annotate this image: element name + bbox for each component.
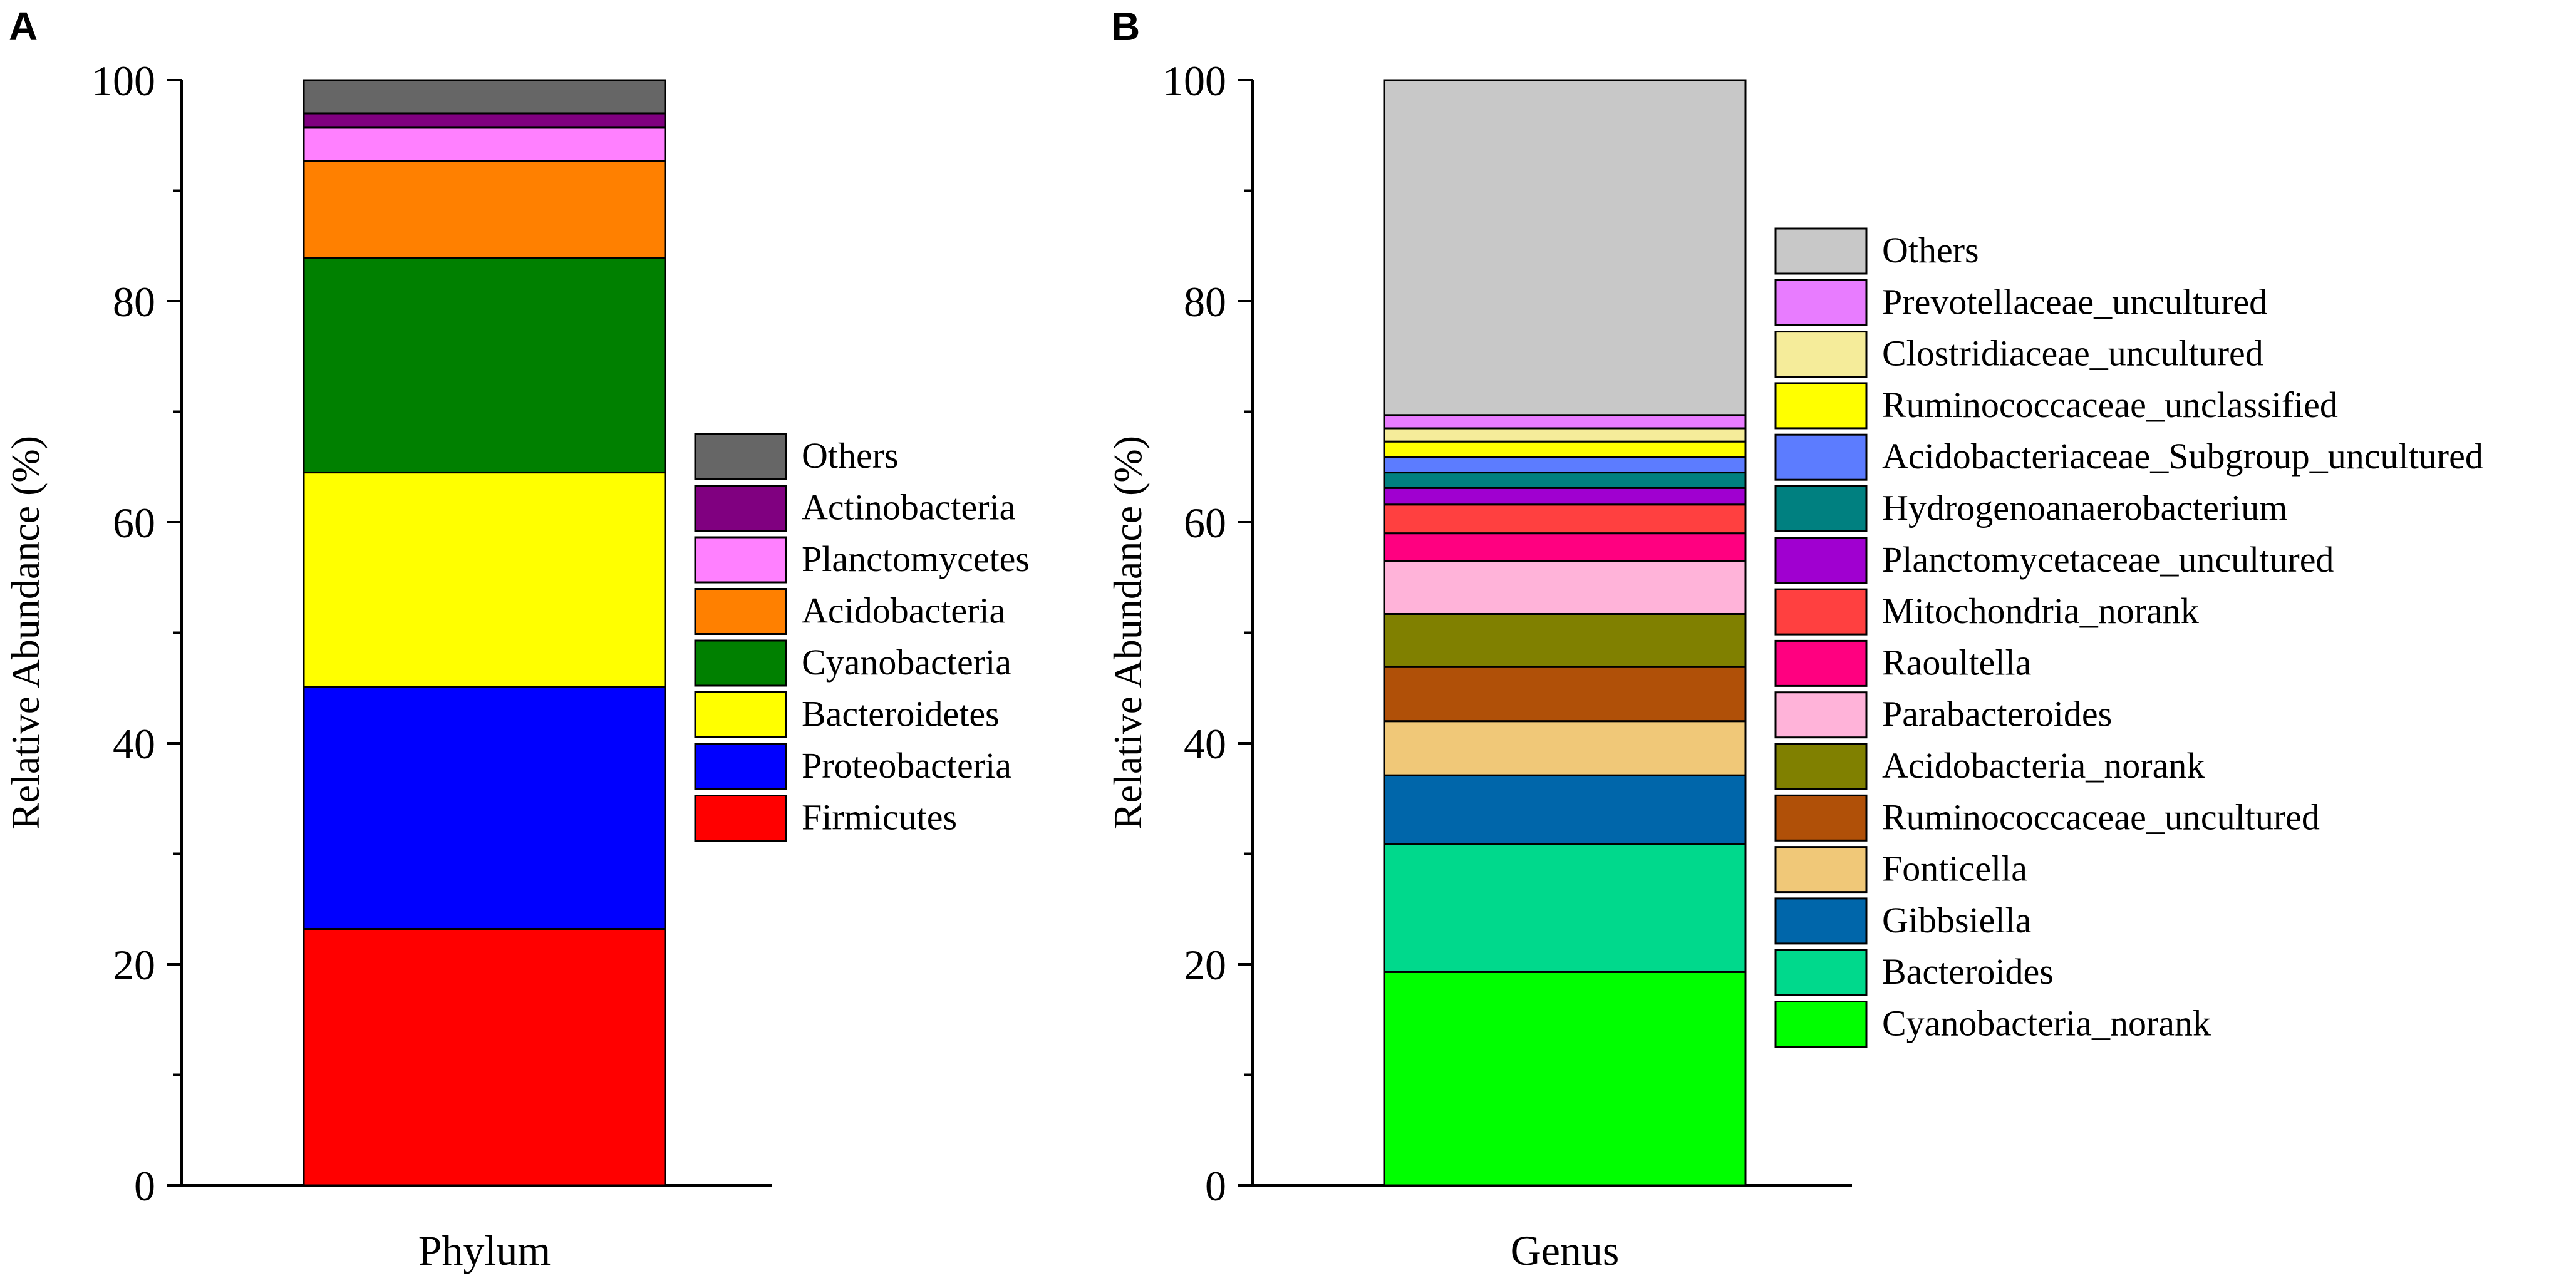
bar-segment-acidobacteria-norank <box>1383 612 1747 668</box>
y-tick-label: 40 <box>113 720 155 768</box>
bar-segment-fonticella <box>1383 720 1747 776</box>
legend-label: Cyanobacteria_norank <box>1882 1003 2211 1044</box>
y-tick-label: 80 <box>1184 278 1226 326</box>
bar-segment-bacteroides <box>1383 843 1747 973</box>
legend-swatch <box>694 433 787 480</box>
legend-swatch <box>1774 743 1868 790</box>
legend-label: Bacteroidetes <box>802 694 1000 734</box>
x-category-label: Genus <box>1511 1227 1620 1274</box>
legend-label: Acidobacteriaceae_Subgroup_uncultured <box>1882 436 2483 477</box>
legend-label: Planctomycetaceae_uncultured <box>1882 539 2334 580</box>
legend-label: Cyanobacteria <box>802 642 1011 683</box>
legend-swatch <box>694 536 787 584</box>
legend-swatch <box>1774 639 1868 687</box>
chart-panel-a: A 0 20 40 60 80 100 Relative Abundance (%) Phylu… <box>3 4 1030 1274</box>
y-tick-label: 20 <box>113 941 155 989</box>
legend-swatch <box>694 588 787 635</box>
bar-segment-others <box>303 79 666 115</box>
legend-swatch <box>1774 691 1868 739</box>
legend-label: Raoultella <box>1882 642 2031 683</box>
legend-label: Hydrogenoanaerobacterium <box>1882 488 2287 528</box>
legend-label: Ruminococcaceae_unclassified <box>1882 384 2338 425</box>
panel-label: A <box>9 4 38 49</box>
y-tick-label: 40 <box>1184 720 1226 768</box>
bar-segment-ruminococcaceae-unclassified <box>1383 440 1747 458</box>
legend-label: Fonticella <box>1882 848 2027 889</box>
y-tick-label: 100 <box>1162 57 1226 105</box>
legend-label: Bacteroides <box>1882 951 2054 992</box>
legend-label: Planctomycetes <box>802 539 1030 579</box>
bar-segment-clostridiaceae-uncultured <box>1383 427 1747 443</box>
legend-swatch <box>1774 588 1868 636</box>
legend-label: Parabacteroides <box>1882 694 2112 734</box>
bar-segment-raoultella <box>1383 532 1747 562</box>
legend-swatch <box>1774 382 1868 430</box>
legend-swatch <box>1774 1001 1868 1048</box>
legend-swatch <box>1774 227 1868 275</box>
x-category-label: Phylum <box>418 1227 551 1274</box>
y-tick-label: 100 <box>91 57 155 105</box>
legend-label: Actinobacteria <box>802 487 1015 528</box>
legend-swatch <box>1774 794 1868 842</box>
panel-label: B <box>1111 4 1140 49</box>
bar-segment-firmicutes <box>303 928 666 1187</box>
legend-swatch <box>1774 279 1868 326</box>
legend-label: Proteobacteria <box>802 745 1011 786</box>
legend-swatch <box>1774 537 1868 584</box>
legend-swatch <box>694 691 787 738</box>
legend-label: Ruminococcaceae_uncultured <box>1882 796 2320 837</box>
legend-label: Prevotellaceae_uncultured <box>1882 281 2267 322</box>
legend-label: Others <box>802 435 899 476</box>
bar-segment-others <box>1383 79 1747 416</box>
legend-swatch <box>694 795 787 842</box>
bar-segment-prevotellaceae-uncultured <box>1383 414 1747 430</box>
bar-segment-acidobacteria <box>303 160 666 259</box>
legend-label: Gibbsiella <box>1882 900 2031 940</box>
chart-panel-b: B 0 20 40 60 80 100 Relative Abundance (%) Genus… <box>1105 4 2483 1274</box>
y-tick-label: 60 <box>113 499 155 547</box>
bar-segment-cyanobacteria <box>303 257 666 474</box>
legend-label: Firmicutes <box>802 797 957 838</box>
legend: Others Actinobacteria Planctomycetes Acidob… <box>694 433 1030 842</box>
legend-swatch <box>1774 485 1868 532</box>
legend-swatch <box>1774 846 1868 894</box>
bar-segment-cyanobacteria-norank <box>1383 971 1747 1187</box>
y-tick-label: 0 <box>1205 1162 1226 1210</box>
legend-label: Acidobacteria_norank <box>1882 745 2205 786</box>
legend-swatch <box>1774 949 1868 996</box>
bar-segment-hydrogenoanaerobacterium <box>1383 472 1747 489</box>
legend-swatch <box>694 485 787 532</box>
y-tick-label: 80 <box>113 278 155 326</box>
bar-segment-bacteroidetes <box>303 472 666 688</box>
legend-swatch <box>1774 331 1868 378</box>
bar-segment-planctomycetaceae-uncultured <box>1383 487 1747 506</box>
y-tick-label: 0 <box>134 1162 155 1210</box>
bar-segment-gibbsiella <box>1383 774 1747 845</box>
bar-segment-parabacteroides <box>1383 560 1747 615</box>
y-tick-label: 60 <box>1184 499 1226 547</box>
y-axis-title: Relative Abundance (%) <box>3 436 48 830</box>
legend-label: Others <box>1882 230 1979 271</box>
y-axis-title: Relative Abundance (%) <box>1105 436 1150 830</box>
legend-label: Acidobacteria <box>802 590 1005 631</box>
bar-segment-proteobacteria <box>303 686 666 930</box>
legend-swatch <box>1774 897 1868 945</box>
bar-segment-planctomycetes <box>303 126 666 162</box>
bar-segment-acidobacteriaceae-subgroup-uncultured <box>1383 456 1747 474</box>
legend-label: Mitochondria_norank <box>1882 590 2199 631</box>
legend: Others Prevotellaceae_uncultured Clostridi… <box>1774 227 2483 1048</box>
legend-label: Clostridiaceae_uncultured <box>1882 333 2263 374</box>
legend-swatch <box>1774 433 1868 481</box>
bar-segment-actinobacteria <box>303 112 666 129</box>
legend-swatch <box>694 743 787 790</box>
y-tick-label: 20 <box>1184 941 1226 989</box>
bar-segment-mitochondria-norank <box>1383 503 1747 535</box>
bar-segment-ruminococcaceae-uncultured <box>1383 666 1747 723</box>
legend-swatch <box>694 639 787 687</box>
